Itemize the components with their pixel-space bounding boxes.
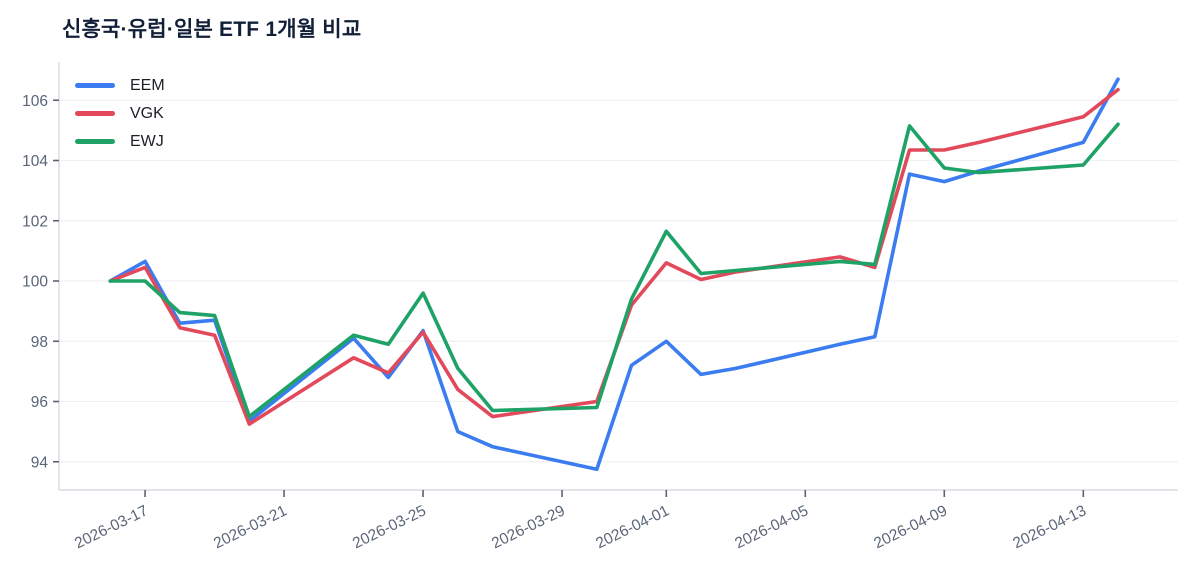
x-tick-label: 2026-03-17 — [72, 502, 151, 552]
legend-swatch-eem — [75, 83, 115, 88]
chart-title: 신흥국·유럽·일본 ETF 1개월 비교 — [62, 18, 362, 41]
y-tick-label: 100 — [22, 274, 48, 291]
x-tick-label: 2026-03-29 — [489, 502, 568, 552]
series-line-ewj — [108, 122, 1120, 419]
x-tick-label: 2026-03-21 — [211, 502, 290, 552]
x-tick-label: 2026-04-01 — [593, 502, 672, 552]
legend-item-ewj: EWJ — [75, 131, 165, 152]
legend-label-vgk: VGK — [130, 104, 164, 122]
y-tick-label: 96 — [31, 394, 48, 411]
legend-label-ewj: EWJ — [130, 132, 164, 150]
legend-item-eem: EEM — [75, 75, 165, 96]
series-line-vgk — [108, 87, 1120, 426]
legend-label-eem: EEM — [130, 76, 165, 94]
y-tick-label: 94 — [31, 454, 49, 471]
chart-legend: EEM VGK EWJ — [75, 75, 165, 152]
x-tick-label: 2026-04-05 — [732, 502, 811, 552]
legend-swatch-ewj — [75, 139, 115, 144]
x-tick-label: 2026-03-25 — [350, 502, 429, 552]
x-tick-label: 2026-04-13 — [1010, 502, 1089, 552]
y-tick-label: 106 — [22, 93, 48, 110]
series-line-eem — [108, 77, 1120, 472]
legend-swatch-vgk — [75, 111, 115, 116]
legend-item-vgk: VGK — [75, 103, 165, 124]
y-tick-label: 98 — [31, 334, 48, 351]
y-tick-label: 104 — [22, 153, 48, 170]
x-tick-label: 2026-04-09 — [871, 502, 950, 552]
y-tick-label: 102 — [22, 213, 48, 230]
